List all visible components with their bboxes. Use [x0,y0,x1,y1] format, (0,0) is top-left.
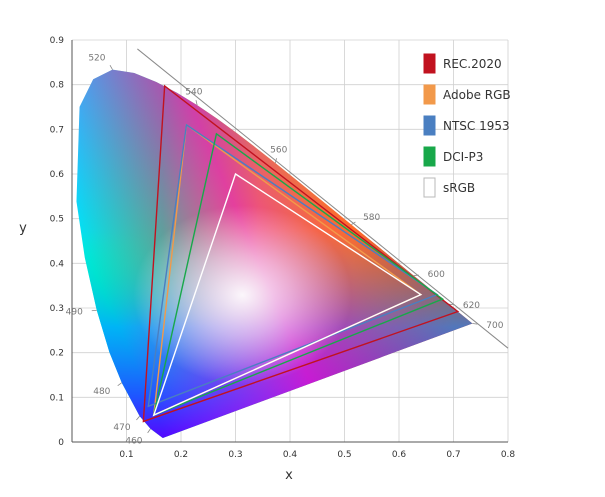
wavelength-tick-600 [413,274,419,277]
wavelength-tick-470 [136,415,140,421]
wavelength-label-480: 480 [93,387,110,397]
x-tick-label-3: 0.4 [283,450,298,460]
y-tick-label-0: 0 [58,438,64,448]
wavelength-label-520: 520 [88,53,105,63]
legend-swatch-srgb [423,177,436,198]
wavelength-label-490: 490 [66,308,83,318]
wavelength-tick-520 [109,65,113,70]
x-tick-label-2: 0.3 [228,450,242,460]
wavelength-label-460: 460 [125,436,142,446]
x-tick-label-6: 0.7 [446,450,460,460]
gamut-triangles [142,84,460,423]
x-tick-label-4: 0.5 [337,450,351,460]
legend-label-ntsc-1953: NTSC 1953 [443,119,510,133]
y-tick-label-6: 0.6 [50,170,65,180]
wavelength-tick-560 [274,158,277,164]
wavelength-label-540: 540 [185,87,202,97]
gamut-dci-p3 [152,132,445,417]
legend-label-adobe-rgb: Adobe RGB [443,88,511,102]
axes: 0.1 0.2 0.3 0.4 0.5 0.6 0.7 0.8 0 0.1 0.2 0.3 0.4 0.5… [50,36,516,460]
wavelength-tick-540 [195,100,198,106]
spectral-tangent-line [137,48,509,349]
x-tick-label-1: 0.2 [174,450,188,460]
wavelength-tick-700 [472,323,478,325]
legend-label-srgb: sRGB [443,181,475,195]
wavelength-tick-480 [117,382,122,386]
x-tick-label-0: 0.1 [119,450,133,460]
gamut-srgb [152,172,423,417]
legend-label-dci-p3: DCI-P3 [443,150,483,164]
y-tick-label-1: 0.1 [50,393,64,403]
wavelength-label-700: 700 [486,321,503,331]
gamut-ntsc-1953 [147,123,439,408]
wavelength-tick-460 [147,428,151,434]
white-point-glow [133,205,352,385]
y-tick-label-5: 0.5 [50,215,64,225]
y-tick-label-9: 0.9 [50,36,65,46]
wavelength-tick-490 [91,309,97,312]
legend-swatch-adobe-rgb [423,84,436,105]
legend-swatch-rec-2020 [423,53,436,74]
wavelength-label-600: 600 [428,270,445,280]
x-tick-label-5: 0.6 [392,450,407,460]
wavelength-tick-580 [351,221,356,225]
color-gamut-fill [76,69,473,439]
y-tick-label-4: 0.4 [50,259,65,269]
legend-swatch-dci-p3 [423,146,436,167]
y-tick-label-3: 0.3 [50,304,64,314]
x-axis-label: x [285,468,293,483]
y-axis-label: y [19,221,27,236]
wavelength-labels: 460 470 480 490 520 540 560 580 600 620 700 [66,53,504,446]
gamut-rec-2020 [142,84,460,423]
y-tick-label-2: 0.2 [50,349,64,359]
wavelength-label-560: 560 [270,145,287,155]
x-tick-label-7: 0.8 [501,450,516,460]
y-tick-label-8: 0.8 [50,81,65,91]
legend-swatch-ntsc-1953 [423,115,436,136]
wavelength-label-620: 620 [463,301,480,311]
wavelength-label-470: 470 [113,423,130,433]
y-tick-label-7: 0.7 [50,125,64,135]
legend: REC.2020 Adobe RGB NTSC 1953 DCI-P3 sRGB [423,53,511,198]
wavelength-label-580: 580 [363,213,380,223]
legend-label-rec-2020: REC.2020 [443,57,502,71]
